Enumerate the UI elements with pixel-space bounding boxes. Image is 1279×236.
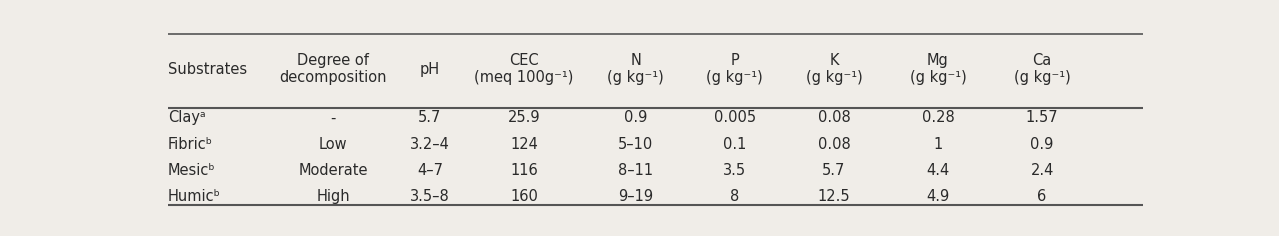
Text: Low: Low (318, 137, 348, 152)
Text: 0.1: 0.1 (723, 137, 747, 152)
Text: 0.9: 0.9 (624, 110, 647, 125)
Text: Moderate: Moderate (298, 163, 368, 178)
Text: 4.4: 4.4 (926, 163, 949, 178)
Text: 124: 124 (510, 137, 538, 152)
Text: Clayᵃ: Clayᵃ (168, 110, 206, 125)
Text: 5.7: 5.7 (822, 163, 845, 178)
Text: 3.5–8: 3.5–8 (411, 189, 450, 204)
Text: 25.9: 25.9 (508, 110, 541, 125)
Text: 4.9: 4.9 (926, 189, 949, 204)
Text: 3.5: 3.5 (723, 163, 747, 178)
Text: -: - (331, 110, 336, 125)
Text: 0.08: 0.08 (817, 110, 851, 125)
Text: 1: 1 (934, 137, 943, 152)
Text: Mesicᵇ: Mesicᵇ (168, 163, 215, 178)
Text: High: High (316, 189, 350, 204)
Text: 0.9: 0.9 (1031, 137, 1054, 152)
Text: 4–7: 4–7 (417, 163, 443, 178)
Text: 160: 160 (510, 189, 538, 204)
Text: Fibricᵇ: Fibricᵇ (168, 137, 212, 152)
Text: P
(g kg⁻¹): P (g kg⁻¹) (706, 53, 764, 85)
Text: 8–11: 8–11 (618, 163, 654, 178)
Text: 2.4: 2.4 (1031, 163, 1054, 178)
Text: 12.5: 12.5 (817, 189, 851, 204)
Text: Substrates: Substrates (168, 62, 247, 77)
Text: Mg
(g kg⁻¹): Mg (g kg⁻¹) (909, 53, 967, 85)
Text: K
(g kg⁻¹): K (g kg⁻¹) (806, 53, 862, 85)
Text: 6: 6 (1037, 189, 1046, 204)
Text: 3.2–4: 3.2–4 (411, 137, 450, 152)
Text: 8: 8 (730, 189, 739, 204)
Text: 1.57: 1.57 (1026, 110, 1059, 125)
Text: pH: pH (420, 62, 440, 77)
Text: 116: 116 (510, 163, 538, 178)
Text: 0.005: 0.005 (714, 110, 756, 125)
Text: 9–19: 9–19 (618, 189, 654, 204)
Text: CEC
(meq 100g⁻¹): CEC (meq 100g⁻¹) (475, 53, 574, 85)
Text: 5.7: 5.7 (418, 110, 441, 125)
Text: 5–10: 5–10 (618, 137, 654, 152)
Text: N
(g kg⁻¹): N (g kg⁻¹) (608, 53, 664, 85)
Text: 0.28: 0.28 (922, 110, 954, 125)
Text: 0.08: 0.08 (817, 137, 851, 152)
Text: Humicᵇ: Humicᵇ (168, 189, 221, 204)
Text: Ca
(g kg⁻¹): Ca (g kg⁻¹) (1014, 53, 1071, 85)
Text: Degree of
decomposition: Degree of decomposition (280, 53, 388, 85)
